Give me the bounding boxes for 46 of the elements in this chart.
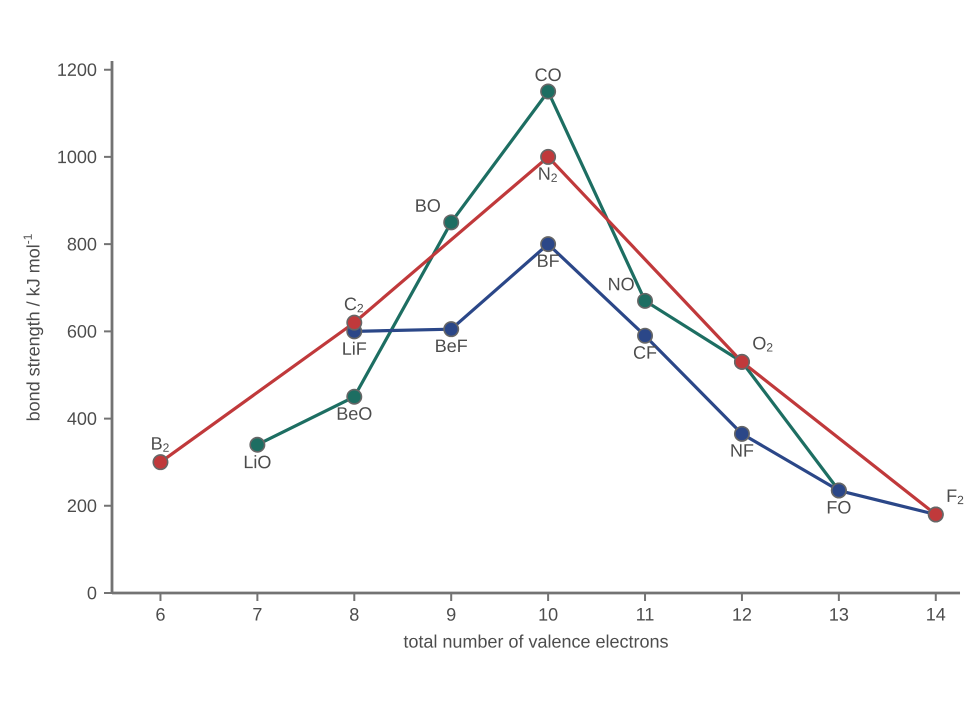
point (346, 314, 362, 331)
point (540, 148, 556, 165)
y-axis-title: bond strength / kJ mol$^{-1}$ (24, 234, 44, 420)
point (152, 454, 168, 470)
y-tick-label: 0 (88, 586, 96, 600)
annotation: NO (609, 278, 634, 290)
annotation: NF (731, 444, 754, 457)
x-tick-label: 8 (350, 608, 359, 621)
x-tick-label: 10 (539, 608, 558, 621)
x-tick-label: 9 (447, 608, 456, 621)
y-tick-label: 800 (68, 238, 96, 251)
annotation: BF (538, 254, 559, 267)
y-tick-label: 1200 (58, 63, 96, 76)
point (540, 236, 556, 252)
point (443, 321, 460, 338)
annotation: FO (828, 500, 850, 514)
point (637, 328, 654, 344)
annotation: BeF (436, 340, 467, 352)
point (637, 292, 654, 309)
x-tick-label: 11 (637, 608, 654, 620)
annotation: B$_{2}$ (152, 437, 169, 452)
y-tick-label: 400 (67, 412, 96, 425)
annotation: CF (634, 346, 656, 359)
point (540, 84, 556, 100)
x-tick-label: 7 (253, 608, 262, 620)
y-tick-label: 1000 (58, 150, 96, 164)
annotation: C$_{2}$ (344, 297, 364, 312)
annotation: O$_{2}$ (753, 336, 772, 352)
y-tick-label: 200 (68, 499, 96, 512)
annotation: CO (536, 68, 561, 82)
point (346, 388, 362, 405)
point (249, 436, 266, 453)
annotation: BeO (338, 407, 372, 420)
annotation: N$_{2}$ (539, 167, 557, 182)
x-axis-title: total number of valence electrons (404, 634, 668, 648)
x-tick-label: 12 (733, 608, 752, 621)
y-tick-label: 600 (68, 324, 96, 338)
point (443, 214, 460, 230)
x-tick-label: 6 (156, 608, 165, 621)
annotation: BO (416, 199, 440, 212)
annotation: F$_{2}$ (948, 490, 964, 504)
annotation: LiO (244, 455, 271, 468)
annotation: LiF (343, 342, 366, 355)
point (734, 426, 750, 442)
x-tick-label: 14 (927, 608, 946, 620)
x-tick-label: 13 (830, 608, 848, 621)
